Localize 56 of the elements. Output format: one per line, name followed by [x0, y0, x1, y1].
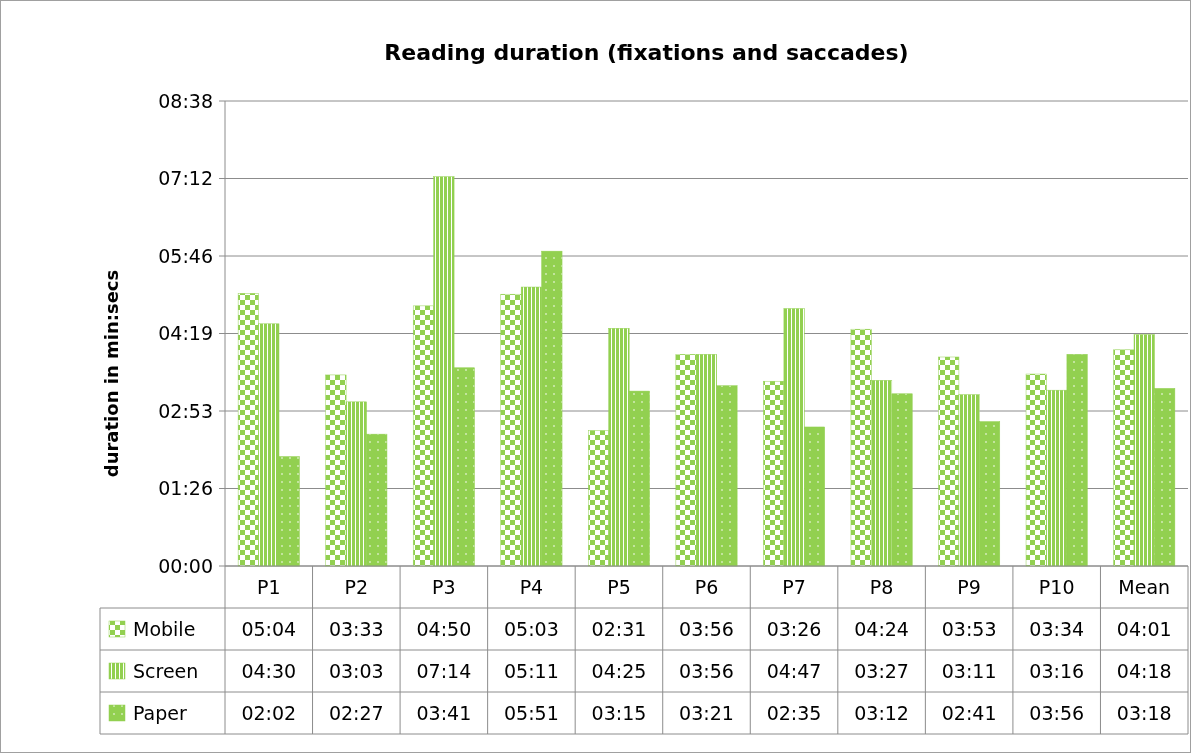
data-label: 02:02 [241, 701, 297, 724]
data-label: 05:11 [504, 659, 559, 682]
legend-label: Screen [133, 659, 199, 682]
data-label: 03:53 [941, 617, 997, 640]
data-label: 04:50 [416, 617, 472, 640]
y-tick-label: 07:12 [158, 167, 213, 190]
legend-label: Paper [133, 701, 187, 724]
data-label: 03:15 [591, 701, 647, 724]
data-label: 03:56 [679, 659, 734, 682]
y-tick-label: 00:00 [158, 554, 213, 577]
y-tick-label: 02:53 [158, 399, 213, 422]
y-tick-label: 05:46 [158, 244, 213, 267]
data-label: 03:26 [766, 617, 822, 640]
x-tick-label: P10 [1038, 575, 1075, 598]
data-label: 03:56 [1029, 701, 1085, 724]
data-label: 04:47 [766, 659, 822, 682]
data-label: 02:31 [591, 617, 647, 640]
y-axis-title: duration in min:secs [101, 269, 122, 478]
x-tick-label: P5 [607, 575, 631, 598]
x-tick-label: P2 [344, 575, 369, 598]
chart-title: Reading duration (fixations and saccades) [384, 40, 909, 65]
data-label: 02:35 [766, 701, 822, 724]
data-label: 04:01 [1116, 617, 1172, 640]
x-tick-label: P4 [519, 575, 544, 598]
y-tick-label: 04:19 [158, 322, 213, 345]
data-label: 02:41 [941, 701, 997, 724]
data-label: 03:12 [854, 701, 909, 724]
data-label: 04:30 [241, 659, 297, 682]
data-label: 05:03 [504, 617, 559, 640]
data-label: 07:14 [416, 659, 472, 682]
data-label: 05:04 [241, 617, 297, 640]
data-label: 03:56 [679, 617, 734, 640]
data-label: 05:51 [504, 701, 559, 724]
data-label: 03:16 [1029, 659, 1085, 682]
data-label: 03:21 [679, 701, 734, 724]
x-tick-label: P1 [257, 575, 281, 598]
data-label: 02:27 [328, 701, 384, 724]
data-label: 03:27 [854, 659, 909, 682]
data-label: 04:25 [591, 659, 647, 682]
x-tick-label: P6 [694, 575, 719, 598]
y-tick-label: 08:38 [158, 89, 213, 112]
data-label: 03:34 [1029, 617, 1085, 640]
data-label: 04:24 [854, 617, 909, 640]
x-tick-label: P3 [432, 575, 456, 598]
data-label: 03:33 [328, 617, 384, 640]
data-label: 03:41 [416, 701, 472, 724]
y-tick-label: 01:26 [158, 477, 213, 500]
data-label: 03:11 [941, 659, 997, 682]
x-tick-label: Mean [1118, 575, 1171, 598]
x-tick-label: P8 [869, 575, 894, 598]
legend-label: Mobile [133, 617, 196, 640]
data-label: 03:03 [328, 659, 384, 682]
x-tick-label: P9 [957, 575, 981, 598]
data-label: 04:18 [1116, 659, 1172, 682]
data-label: 03:18 [1116, 701, 1172, 724]
x-tick-label: P7 [782, 575, 806, 598]
